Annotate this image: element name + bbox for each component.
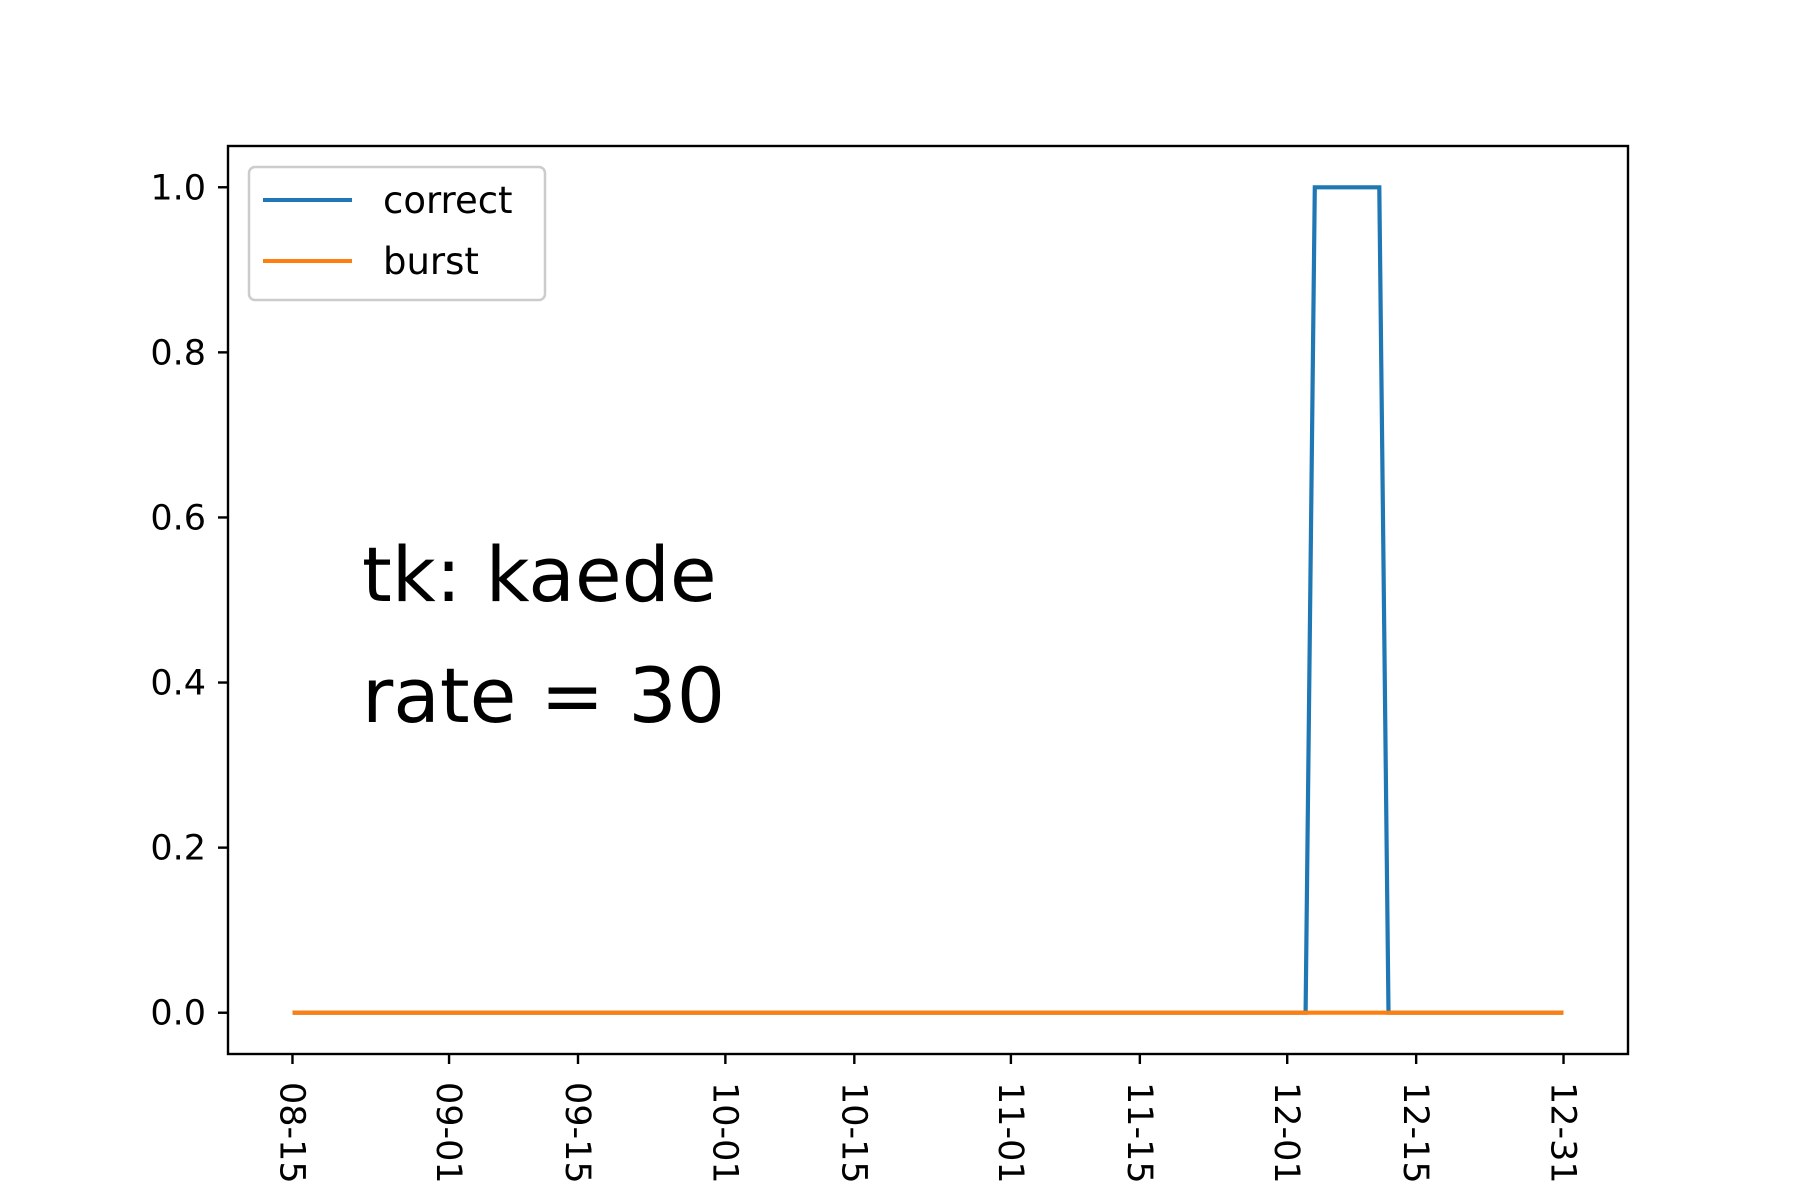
x-tick-label: 12-15 [1395, 1082, 1435, 1184]
y-tick-label: 0.0 [150, 994, 206, 1034]
annotation-rate: rate = 30 [362, 651, 725, 740]
y-tick-label: 0.2 [150, 829, 206, 869]
series-layer [292, 185, 1564, 1015]
x-tick-label: 11-01 [990, 1082, 1030, 1184]
x-tick-label: 08-15 [271, 1082, 311, 1184]
y-axis: 0.0 0.2 0.4 0.6 0.8 1.0 [150, 168, 228, 1034]
x-tick-label: 11-15 [1119, 1082, 1159, 1184]
y-tick-label: 0.4 [150, 664, 206, 704]
x-tick-label: 10-15 [833, 1082, 873, 1184]
legend: correct burst [247, 165, 547, 302]
y-tick-label: 1.0 [150, 168, 206, 208]
y-tick-label: 0.6 [150, 498, 206, 538]
x-tick-label: 12-01 [1266, 1082, 1306, 1184]
x-tick-label: 10-01 [704, 1082, 744, 1184]
annotation-token: tk: kaede [362, 530, 717, 619]
y-tick-label: 0.8 [150, 333, 206, 373]
x-axis: 08-15 09-01 09-15 10-01 10-15 11-01 11-15 12-01… [271, 1054, 1583, 1184]
x-tick-label: 09-15 [557, 1082, 597, 1184]
legend-label-burst: burst [383, 240, 479, 283]
x-tick-label: 09-01 [428, 1082, 468, 1184]
axes-frame [226, 144, 1630, 1056]
plot-area [226, 144, 1630, 1056]
x-tick-label: 12-31 [1543, 1082, 1583, 1184]
legend-label-correct: correct [383, 179, 513, 222]
